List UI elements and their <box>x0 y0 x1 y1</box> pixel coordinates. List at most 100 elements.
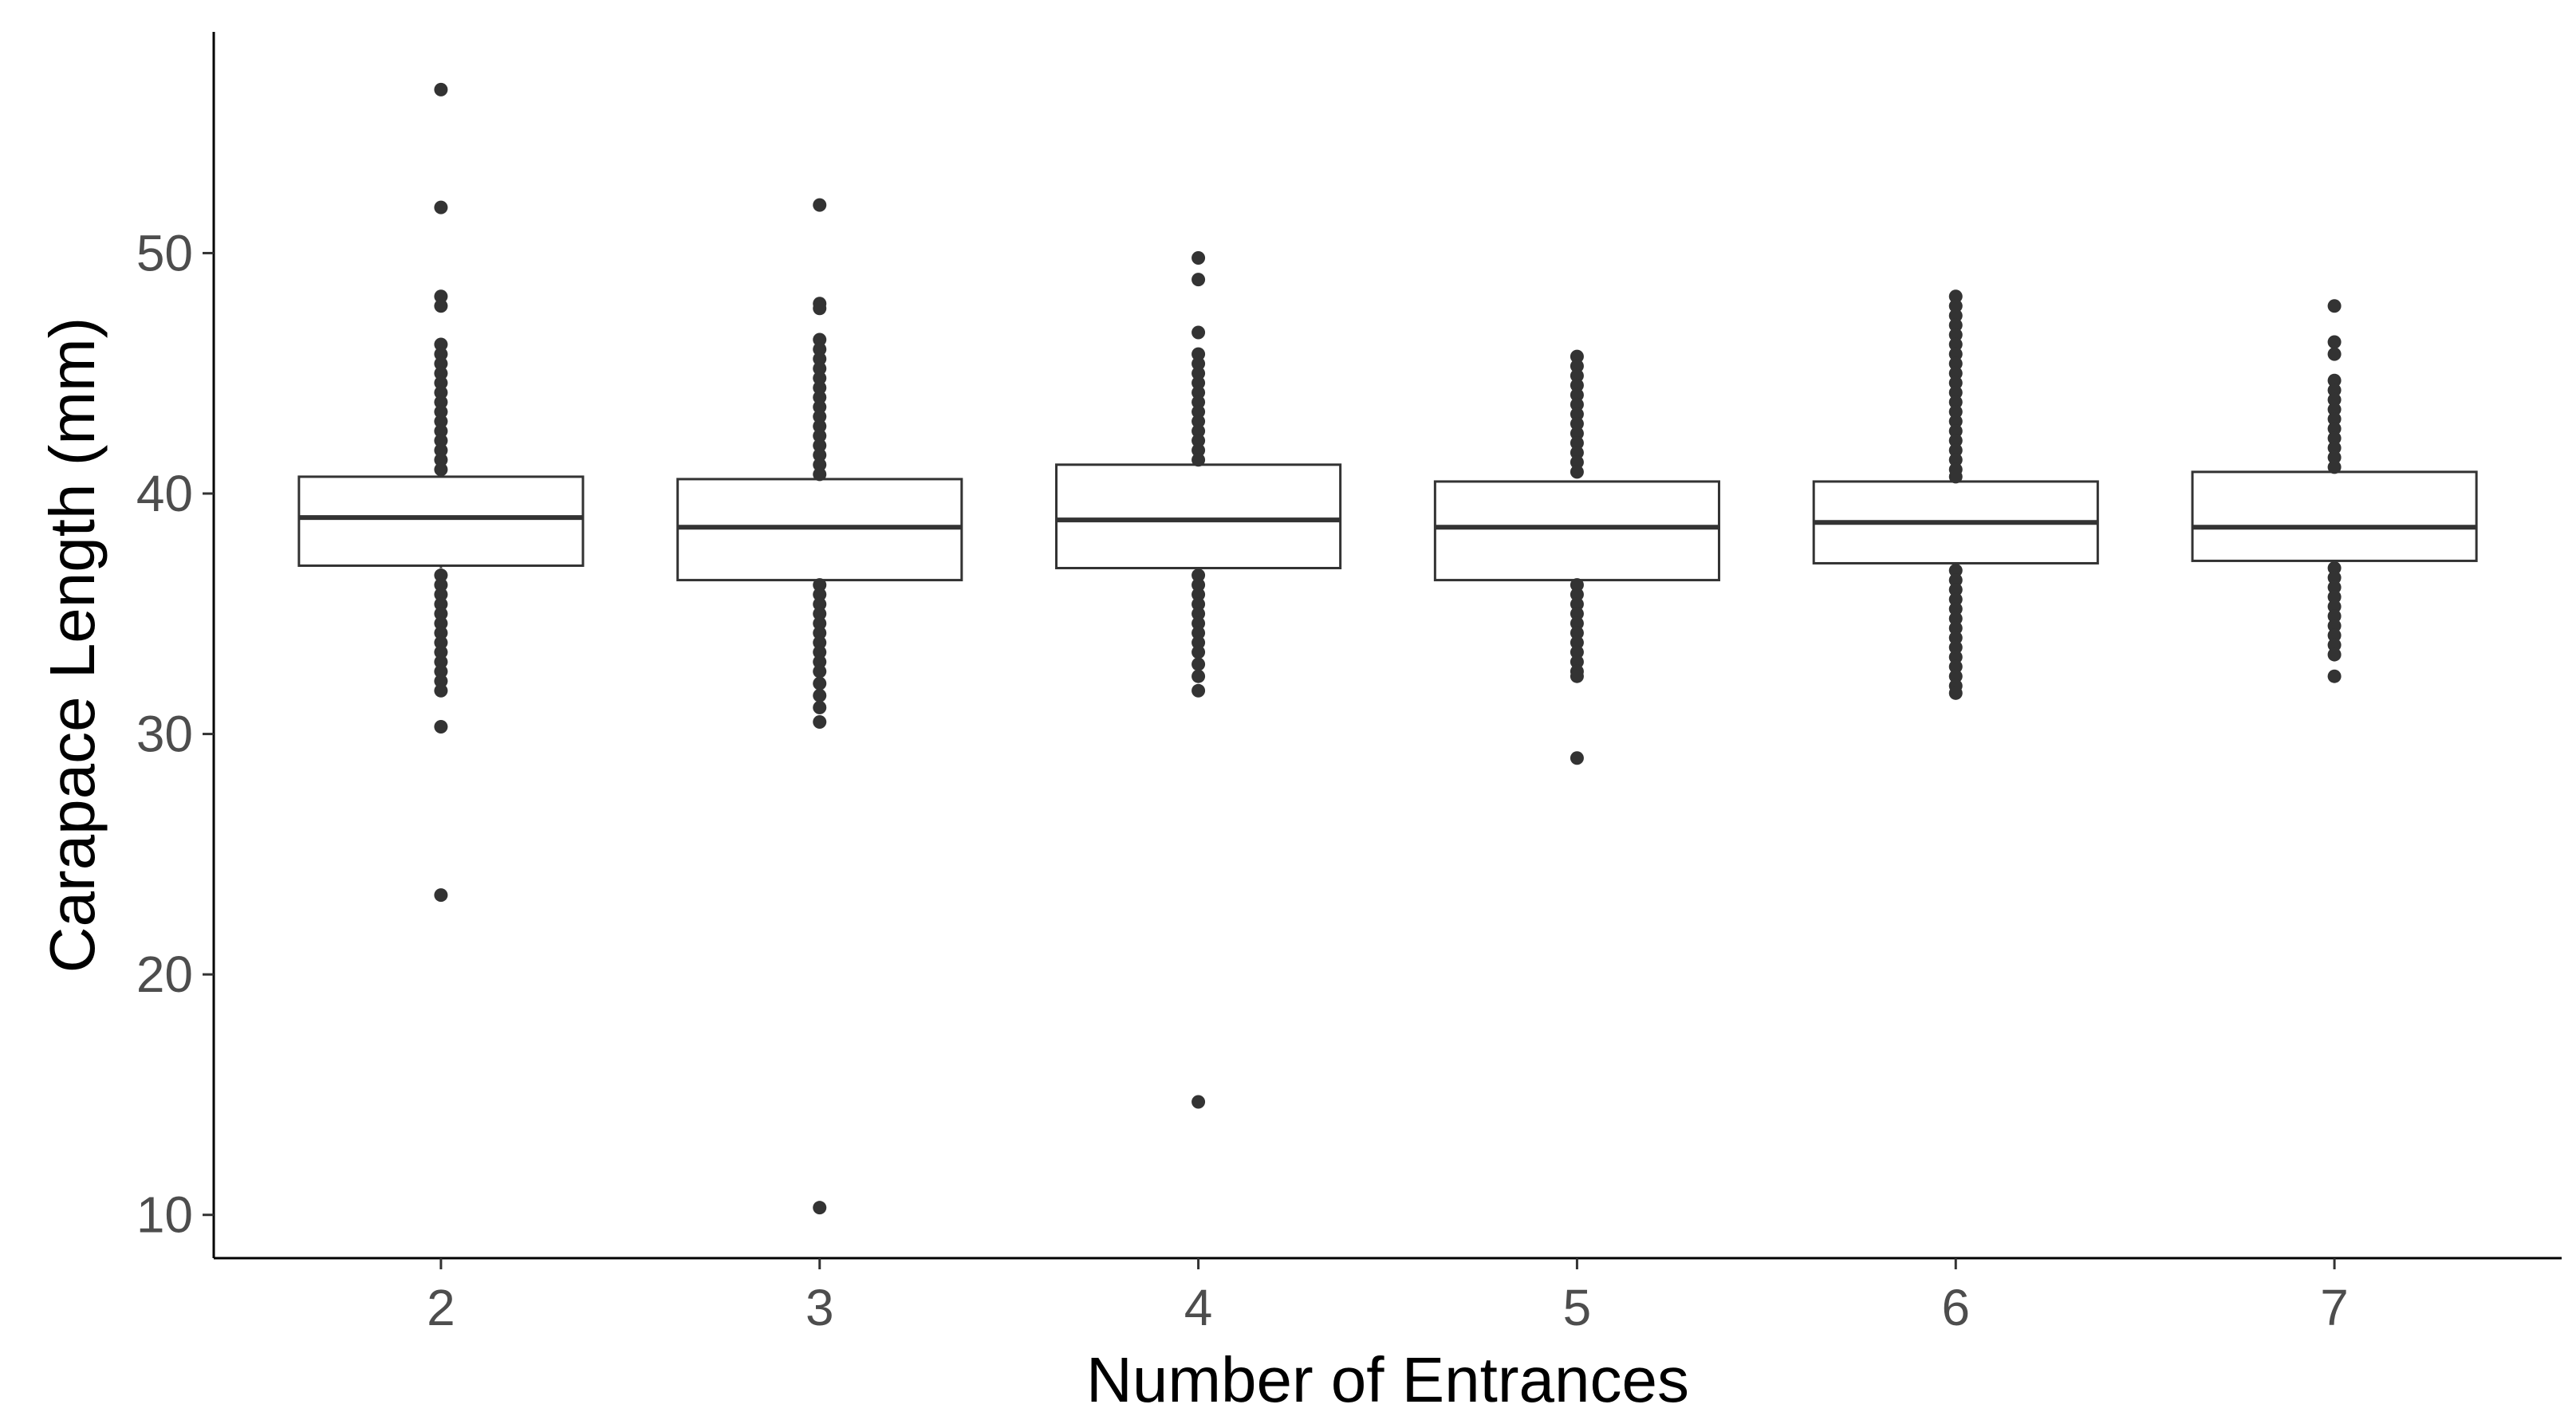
outlier-point <box>813 1201 827 1215</box>
outlier-point <box>1570 751 1584 765</box>
outlier-point <box>1191 395 1206 409</box>
outlier-point <box>813 399 827 414</box>
x-axis-title: Number of Entrances <box>1086 1344 1689 1415</box>
outlier-point <box>1948 650 1963 664</box>
box <box>676 478 963 582</box>
outlier-point <box>1948 328 1963 342</box>
outlier-point <box>1191 404 1206 419</box>
outlier-point <box>813 700 827 714</box>
outlier-point <box>1948 395 1963 409</box>
outlier-point <box>1570 446 1584 460</box>
outlier-point <box>813 301 827 316</box>
outlier-point <box>2327 571 2342 585</box>
outlier-point <box>813 645 827 659</box>
outlier-point <box>813 688 827 702</box>
outlier-point <box>434 366 448 380</box>
outlier-point <box>1191 415 1206 429</box>
outlier-point <box>1570 455 1584 470</box>
outlier-point <box>2327 373 2342 387</box>
outlier-point <box>434 443 448 458</box>
outlier-point <box>1948 621 1963 635</box>
outlier-point <box>1191 347 1206 361</box>
outlier-point <box>813 380 827 395</box>
outlier-point <box>1570 616 1584 631</box>
outlier-point <box>1570 578 1584 592</box>
outlier-point <box>2327 580 2342 595</box>
outlier-point <box>1570 645 1584 659</box>
outlier-point <box>1948 424 1963 439</box>
outlier-point <box>434 453 448 467</box>
outlier-point <box>813 715 827 730</box>
outlier-point <box>1570 465 1584 479</box>
outlier-point <box>2327 590 2342 604</box>
x-tick-label: 5 <box>1563 1279 1592 1336</box>
y-tick-label: 10 <box>136 1186 193 1244</box>
outlier-point <box>1570 669 1584 683</box>
outlier-point <box>2327 600 2342 614</box>
outlier-point <box>1948 564 1963 578</box>
outlier-point <box>1191 645 1206 659</box>
outlier-point <box>1570 655 1584 669</box>
box-group-4 <box>1055 250 1342 1109</box>
outlier-point <box>1191 443 1206 458</box>
box-group-7 <box>2191 299 2478 683</box>
outlier-point <box>1191 1095 1206 1109</box>
outlier-point <box>813 419 827 434</box>
outlier-point <box>1948 631 1963 645</box>
outlier-point <box>2327 402 2342 416</box>
outlier-point <box>1948 470 1963 484</box>
outlier-point <box>2327 561 2342 575</box>
outlier-point <box>1948 309 1963 323</box>
outlier-point <box>1191 578 1206 592</box>
x-tick-label: 4 <box>1184 1279 1213 1336</box>
outlier-point <box>434 462 448 477</box>
outlier-point <box>813 410 827 424</box>
outlier-point <box>1191 385 1206 399</box>
outlier-point <box>1948 602 1963 616</box>
outlier-point <box>1570 427 1584 441</box>
outlier-point <box>1570 588 1584 602</box>
outlier-point <box>813 361 827 376</box>
x-tick-label: 7 <box>2320 1279 2349 1336</box>
outlier-point <box>1570 387 1584 402</box>
y-tick-label: 30 <box>136 706 193 763</box>
outlier-point <box>434 597 448 612</box>
outlier-point <box>2327 412 2342 427</box>
outlier-point <box>434 568 448 583</box>
outlier-point <box>2327 628 2342 643</box>
outlier-point <box>434 626 448 640</box>
outlier-point <box>434 616 448 631</box>
outlier-point <box>434 664 448 679</box>
outlier-point <box>1948 659 1963 674</box>
outlier-point <box>813 332 827 347</box>
outlier-point <box>1948 453 1963 467</box>
outlier-point <box>434 578 448 592</box>
outlier-point <box>1570 349 1584 364</box>
box-group-5 <box>1433 349 1720 765</box>
outlier-point <box>1948 686 1963 700</box>
outlier-point <box>1191 434 1206 448</box>
outlier-point <box>434 424 448 439</box>
outlier-point <box>813 429 827 443</box>
outlier-point <box>2327 335 2342 349</box>
outlier-point <box>2327 383 2342 397</box>
outlier-point <box>434 337 448 352</box>
outlier-point <box>1570 359 1584 373</box>
outlier-point <box>1948 669 1963 683</box>
outlier-point <box>813 371 827 385</box>
x-axis: 2 3 4 5 6 7 <box>427 1258 2349 1336</box>
outlier-point <box>434 607 448 621</box>
outlier-point <box>434 588 448 602</box>
plot-area <box>297 82 2478 1215</box>
outlier-point <box>1948 299 1963 313</box>
outlier-point <box>813 607 827 621</box>
box-group-6 <box>1812 289 2099 700</box>
outlier-point <box>813 448 827 462</box>
box <box>297 475 585 567</box>
outlier-point <box>434 655 448 669</box>
outlier-point <box>1191 607 1206 621</box>
outlier-point <box>2327 392 2342 407</box>
outlier-point <box>813 676 827 690</box>
outlier-point <box>813 655 827 669</box>
